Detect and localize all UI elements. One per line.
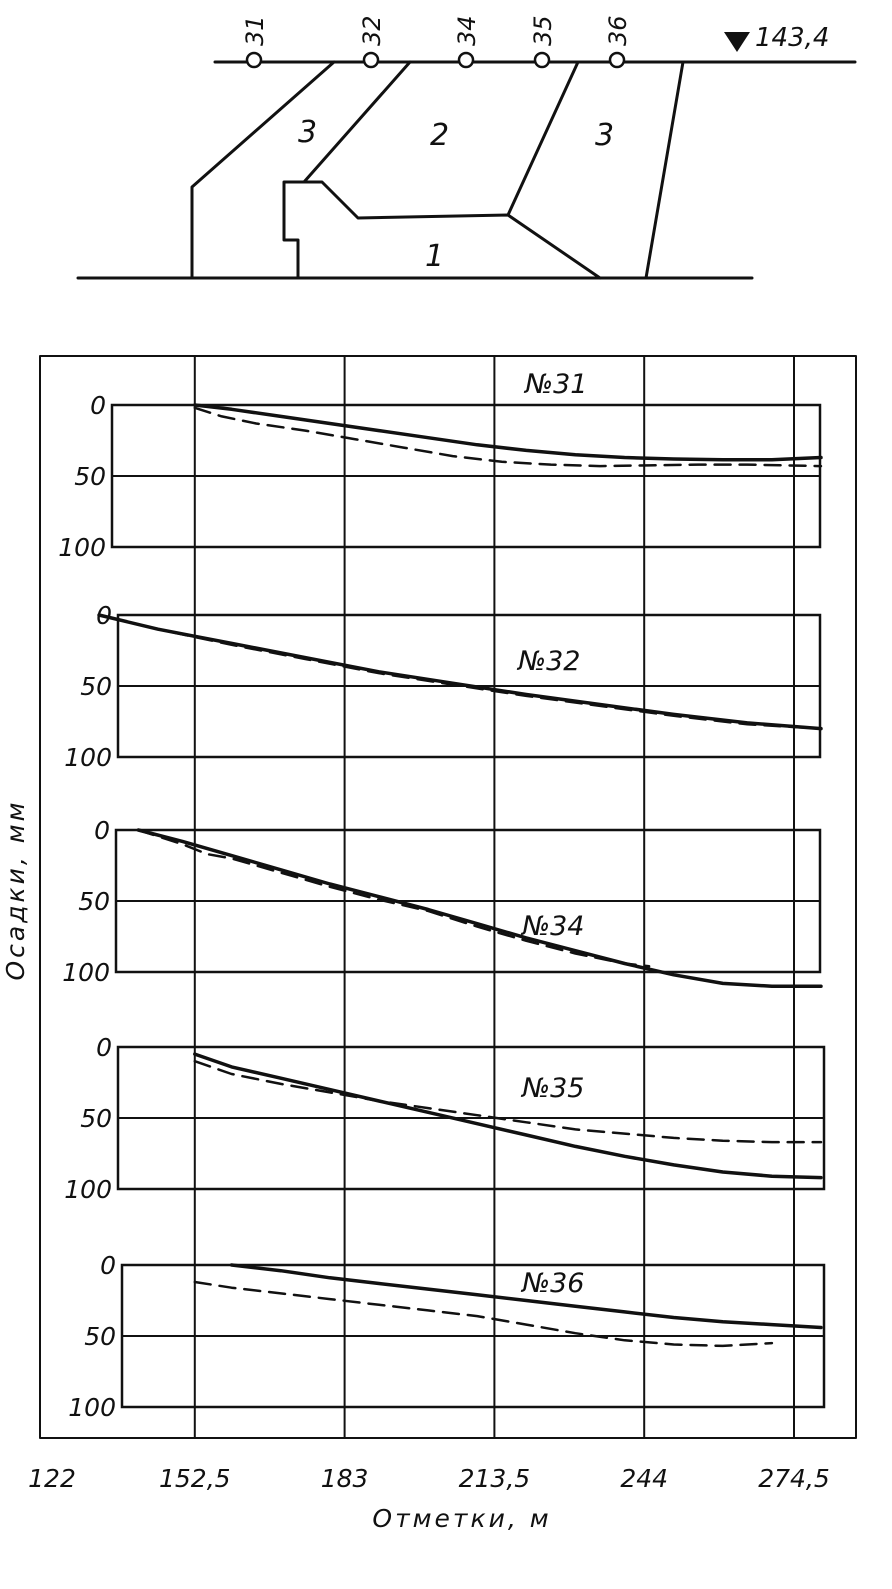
x-tick-labels: 122 152,5 183 213,5 244 274,5 — [28, 1464, 830, 1493]
benchmark-34-label: 34 — [453, 15, 481, 46]
y-tick-0: 0 — [90, 391, 106, 420]
upstream-face — [190, 60, 336, 280]
y-tick-100: 100 — [64, 1175, 112, 1204]
x-tick-244: 244 — [620, 1464, 668, 1493]
zone-label-foundation: 1 — [425, 239, 444, 274]
panel-label: №36 — [520, 1268, 584, 1299]
y-tick-100: 100 — [68, 1393, 116, 1422]
panel-№34: 0 50 100 №34 — [62, 816, 823, 988]
series-solid-line — [136, 828, 823, 988]
benchmark-32-label: 32 — [358, 15, 386, 46]
settlement-chart: 050100№31050100№32050100№34050100№350501… — [1, 355, 857, 1533]
benchmark-32-marker — [362, 51, 380, 69]
panel-№36: 0 50 100 №36 — [68, 1251, 826, 1422]
y-tick-100: 100 — [58, 533, 106, 562]
chart-frame — [39, 355, 857, 1439]
y-tick-50: 50 — [80, 1104, 112, 1133]
y-tick-50: 50 — [74, 462, 106, 491]
series-dashed-line — [97, 613, 823, 730]
chart-panels: 050100№31050100№32050100№34050100№350501… — [58, 369, 826, 1422]
y-tick-50: 50 — [78, 887, 110, 916]
downstream-face — [644, 60, 685, 280]
panel-label: №35 — [520, 1073, 584, 1104]
benchmark-markers: 31 32 34 35 36 — [241, 15, 632, 69]
core-upstream-boundary — [282, 60, 412, 280]
benchmark-31-marker — [245, 51, 263, 69]
core-lower-boundary — [302, 180, 602, 280]
y-tick-50: 50 — [80, 672, 112, 701]
elevation-triangle-icon — [724, 32, 750, 52]
x-tick-122: 122 — [28, 1464, 76, 1493]
benchmark-36-label: 36 — [604, 15, 632, 46]
series-solid-line — [193, 1052, 823, 1180]
y-tick-0: 0 — [100, 1251, 116, 1280]
panel-label: №31 — [523, 369, 587, 400]
benchmark-35-label: 35 — [529, 15, 557, 46]
series-dashed-line — [137, 828, 651, 968]
x-tick-274,5: 274,5 — [758, 1464, 830, 1493]
series-dashed-line — [193, 1059, 823, 1144]
x-tick-213,5: 213,5 — [459, 1464, 531, 1493]
y-tick-100: 100 — [64, 743, 112, 772]
x-tick-152,5: 152,5 — [159, 1464, 231, 1493]
series-dashed-line — [193, 1280, 774, 1348]
y-tick-0: 0 — [96, 1033, 112, 1062]
benchmark-34-marker — [457, 51, 475, 69]
series-dashed-line — [193, 406, 823, 468]
y-tick-100: 100 — [62, 958, 110, 987]
zone-label-downstream-shell: 3 — [595, 118, 614, 153]
x-axis-title: Отметки, м — [372, 1504, 551, 1533]
core-downstream-boundary — [506, 60, 580, 217]
y-tick-50: 50 — [84, 1322, 116, 1351]
series-solid-line — [193, 403, 823, 462]
benchmark-31-label: 31 — [241, 15, 269, 46]
dam-cross-section: 143,4 31 32 34 35 36 3 2 3 1 — [76, 15, 857, 280]
series-solid-line — [229, 1263, 823, 1330]
zone-label-upstream-shell: 3 — [298, 115, 317, 150]
benchmark-35-marker — [533, 51, 551, 69]
panel-label: №34 — [520, 911, 584, 942]
benchmark-36-marker — [608, 51, 626, 69]
panel-label: №32 — [516, 646, 580, 677]
y-axis-title: Осадки, мм — [1, 800, 30, 981]
panel-№35: 0 50 100 №35 — [64, 1033, 826, 1204]
x-tick-183: 183 — [321, 1464, 369, 1493]
y-tick-0: 0 — [94, 816, 110, 845]
elevation-label: 143,4 — [755, 23, 829, 53]
panel-№31: 0 50 100 №31 — [58, 369, 823, 562]
zone-label-core: 2 — [430, 118, 449, 153]
